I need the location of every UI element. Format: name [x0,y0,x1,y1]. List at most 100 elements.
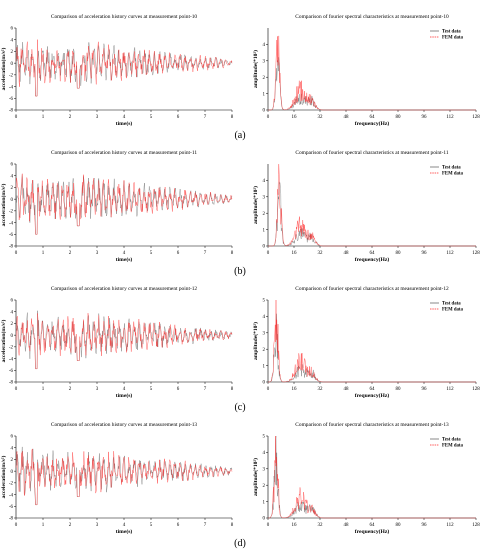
series-line-test [15,446,233,505]
y-tick-label: 5 [263,299,266,304]
y-tick-label: 1 [263,92,266,97]
x-tick-label: 64 [370,251,376,256]
chart-panel-5: Comparison of fourier spectral character… [252,285,480,399]
y-tick-label: -2 [9,482,14,487]
y-tick-label: 2 [11,322,14,327]
y-tick-label: -8 [9,381,14,386]
legend-fem-label: FEM data [442,444,464,449]
x-tick-label: 2 [69,251,72,256]
y-tick-label: -4 [9,357,14,362]
y-tick-label: 6 [11,435,14,440]
legend-test-label: Test data [442,438,461,443]
x-tick-label: 7 [204,251,207,256]
y-tick-label: 0 [263,245,266,250]
y-tick-label: 3 [263,468,266,473]
x-tick-label: 80 [396,115,402,120]
x-axis-label: time(s) [116,120,133,127]
x-tick-label: 48 [344,115,350,120]
y-axis-label: acceleration(m/s²) [0,320,7,363]
legend-test-label: Test data [442,166,461,171]
x-tick-label: 0 [267,115,270,120]
y-tick-label: 0 [11,198,14,203]
x-tick-label: 2 [69,115,72,120]
chart-panel-1: Comparison of fourier spectral character… [252,13,480,127]
y-tick-label: 1 [263,364,266,369]
y-tick-label: 5 [263,435,266,440]
y-tick-label: 0 [263,517,266,522]
y-axis-label: amplitude(*10²) [252,50,259,88]
y-tick-label: 2 [11,458,14,463]
series-line-fem [15,448,233,505]
legend-fem-label: FEM data [442,172,464,177]
x-tick-label: 4 [123,387,126,392]
panel-label: (a) [234,130,245,141]
y-tick-label: -2 [9,346,14,351]
y-tick-label: 0 [263,109,266,114]
y-tick-label: -6 [9,233,14,238]
x-tick-label: 96 [422,115,428,120]
y-tick-label: 4 [263,315,266,320]
y-tick-label: -8 [9,517,14,522]
y-axis-label: amplitude(*10²) [252,458,259,496]
y-tick-label: 4 [11,174,14,179]
x-axis-label: frequency(Hz) [355,392,390,399]
x-tick-label: 80 [396,387,402,392]
y-tick-label: -6 [9,505,14,510]
x-tick-label: 64 [370,115,376,120]
x-tick-label: 128 [472,387,480,392]
y-tick-label: 2 [263,76,266,81]
series-line-fem [15,173,233,235]
y-tick-label: 1 [263,228,266,233]
x-tick-label: 1 [42,523,45,528]
y-tick-label: -2 [9,210,14,215]
y-tick-label: 3 [263,196,266,201]
x-tick-label: 8 [231,251,234,256]
x-tick-label: 16 [292,115,298,120]
y-tick-label: 6 [11,299,14,304]
x-axis-label: frequency(Hz) [355,528,390,535]
x-tick-label: 1 [42,387,45,392]
x-tick-label: 96 [422,251,428,256]
y-tick-label: 0 [11,470,14,475]
y-tick-label: 4 [263,43,266,48]
panel-label: (b) [234,266,246,277]
y-tick-label: 6 [11,27,14,32]
x-tick-label: 112 [446,387,454,392]
chart-title: Comparison of acceleration history curve… [51,285,198,292]
series-line-fem [268,299,476,383]
chart-panel-6: Comparison of acceleration history curve… [0,421,234,535]
x-tick-label: 6 [177,115,180,120]
x-axis-label: time(s) [116,392,133,399]
y-tick-label: 2 [263,212,266,217]
x-tick-label: 3 [96,251,99,256]
y-axis-label: amplitude(*10²) [252,186,259,224]
y-tick-label: -6 [9,369,14,374]
legend-test-label: Test data [442,302,461,307]
x-tick-label: 3 [96,115,99,120]
x-tick-label: 0 [267,251,270,256]
x-tick-label: 0 [15,523,18,528]
x-tick-label: 32 [318,523,324,528]
chart-title: Comparison of fourier spectral character… [295,149,449,156]
chart-panel-3: Comparison of fourier spectral character… [252,149,480,263]
x-tick-label: 3 [96,523,99,528]
series-line-fem [268,435,476,519]
x-tick-label: 0 [15,251,18,256]
x-tick-label: 0 [267,387,270,392]
x-tick-label: 8 [231,387,234,392]
x-tick-label: 6 [177,523,180,528]
series-line-test [15,310,233,369]
y-axis-label: acceleration(m/s²) [0,456,7,499]
x-tick-label: 16 [292,523,298,528]
series-line-fem [15,313,233,369]
y-tick-label: -8 [9,109,14,114]
x-axis-label: time(s) [116,256,133,263]
x-tick-label: 6 [177,251,180,256]
series-line-test [268,313,476,383]
y-tick-label: -4 [9,493,14,498]
y-tick-label: 2 [263,348,266,353]
x-tick-label: 7 [204,387,207,392]
y-tick-label: 0 [263,381,266,386]
legend-fem-label: FEM data [442,308,464,313]
